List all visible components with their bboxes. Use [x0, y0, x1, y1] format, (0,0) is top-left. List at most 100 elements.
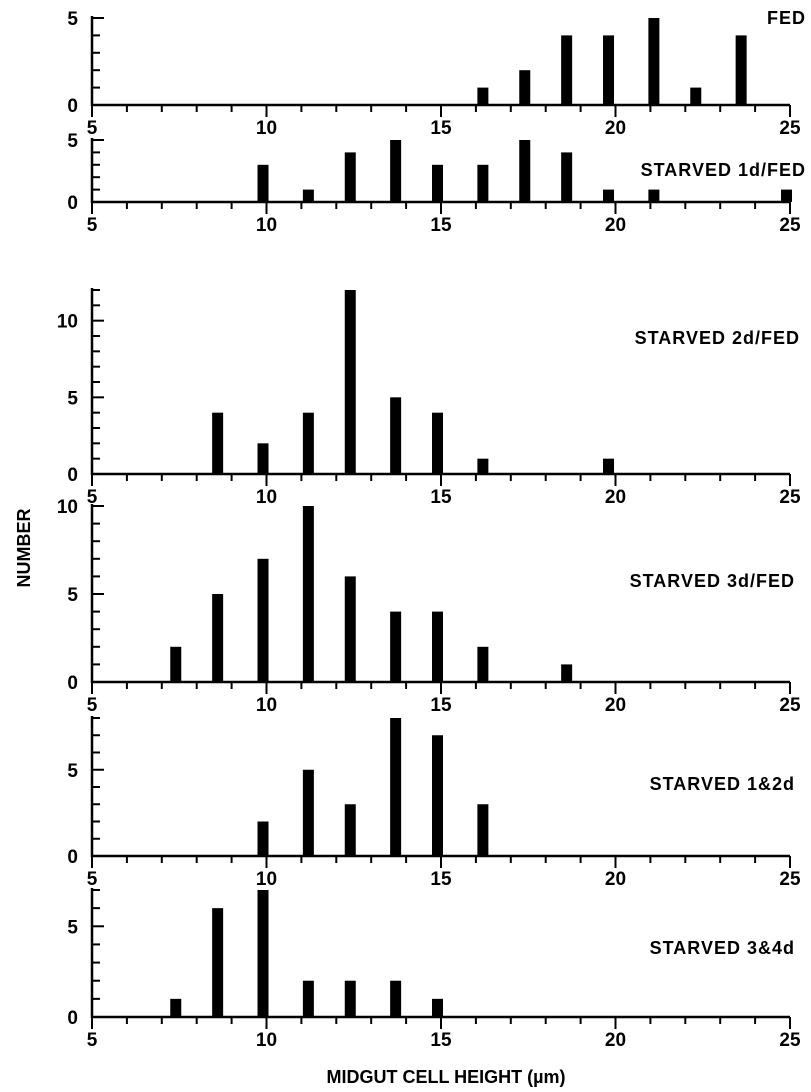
x-tick-label: 10 [256, 695, 277, 716]
x-tick-label: 10 [256, 215, 277, 236]
bar [302, 506, 314, 682]
panel-label: STARVED 1d/FED [641, 160, 806, 180]
bar [170, 646, 182, 682]
bar [257, 443, 269, 474]
y-tick-label: 0 [67, 193, 78, 214]
x-tick-label: 20 [605, 1030, 626, 1051]
y-tick-label: 0 [67, 96, 78, 117]
x-tick-label: 15 [430, 695, 452, 716]
bar [432, 611, 444, 682]
x-tick-label: 5 [87, 1030, 98, 1051]
bar [257, 164, 269, 202]
y-tick-label: 5 [67, 761, 78, 782]
x-tick-label: 20 [605, 118, 626, 139]
bar [302, 980, 314, 1017]
bar [212, 412, 224, 474]
bar [390, 397, 402, 474]
panel-label: STARVED 3d/FED [630, 571, 795, 591]
bar [781, 189, 793, 202]
x-tick-label: 25 [779, 118, 801, 139]
x-tick-label: 20 [605, 695, 626, 716]
panel-label: FED [767, 8, 806, 28]
bar [212, 594, 224, 682]
x-tick-label: 25 [779, 487, 801, 508]
bar [477, 87, 489, 105]
bar [603, 189, 615, 202]
y-tick-label: 10 [57, 312, 78, 333]
x-axis-title: MIDGUT CELL HEIGHT (µm) [326, 1067, 565, 1087]
bar [170, 998, 182, 1017]
x-tick-label: 20 [605, 215, 626, 236]
x-tick-label: 25 [779, 695, 801, 716]
y-tick-label: 5 [67, 917, 78, 938]
x-tick-label: 5 [87, 487, 98, 508]
x-tick-label: 15 [430, 1030, 452, 1051]
bar [477, 458, 489, 474]
bar [344, 980, 356, 1017]
bar [344, 152, 356, 202]
bar [344, 576, 356, 682]
y-tick-label: 5 [67, 9, 78, 30]
bar [561, 664, 573, 682]
y-tick-label: 5 [67, 131, 78, 152]
bar [432, 735, 444, 856]
bar [561, 35, 573, 105]
x-tick-label: 10 [256, 1030, 277, 1051]
y-tick-label: 5 [67, 585, 78, 606]
bar [390, 611, 402, 682]
x-tick-label: 5 [87, 215, 98, 236]
bar [257, 558, 269, 682]
bar [432, 164, 444, 202]
panel-label: STARVED 1&2d [650, 774, 795, 794]
y-tick-label: 0 [67, 673, 78, 694]
y-tick-label: 5 [67, 388, 78, 409]
bar [432, 998, 444, 1017]
bar [477, 164, 489, 202]
bar [690, 87, 702, 105]
x-tick-label: 25 [779, 215, 801, 236]
x-tick-label: 25 [779, 869, 801, 890]
x-tick-label: 10 [256, 869, 277, 890]
bar [212, 908, 224, 1017]
panel-label: STARVED 3&4d [650, 938, 795, 958]
y-axis-title: NUMBER [14, 509, 34, 588]
bar [344, 290, 356, 474]
bar [344, 804, 356, 856]
x-tick-label: 5 [87, 869, 98, 890]
bar [648, 189, 660, 202]
y-tick-label: 0 [67, 1008, 78, 1029]
bar [477, 646, 489, 682]
x-tick-label: 5 [87, 695, 98, 716]
x-tick-label: 25 [779, 1030, 801, 1051]
bar [390, 718, 402, 856]
x-tick-label: 15 [430, 487, 452, 508]
panel-label: STARVED 2d/FED [635, 328, 800, 348]
x-tick-label: 10 [256, 487, 277, 508]
x-tick-label: 10 [256, 118, 277, 139]
bar [561, 152, 573, 202]
x-tick-label: 5 [87, 118, 98, 139]
y-tick-label: 0 [67, 465, 78, 486]
x-tick-label: 15 [430, 215, 452, 236]
bar [648, 18, 660, 105]
bar [519, 140, 531, 202]
bar [390, 140, 402, 202]
bar [302, 412, 314, 474]
bar [519, 70, 531, 105]
bar [302, 769, 314, 856]
x-tick-label: 15 [430, 118, 452, 139]
bar [257, 890, 269, 1017]
x-tick-label: 20 [605, 487, 626, 508]
x-tick-label: 20 [605, 869, 626, 890]
bar [257, 821, 269, 856]
y-tick-label: 10 [57, 497, 78, 518]
bar [603, 458, 615, 474]
